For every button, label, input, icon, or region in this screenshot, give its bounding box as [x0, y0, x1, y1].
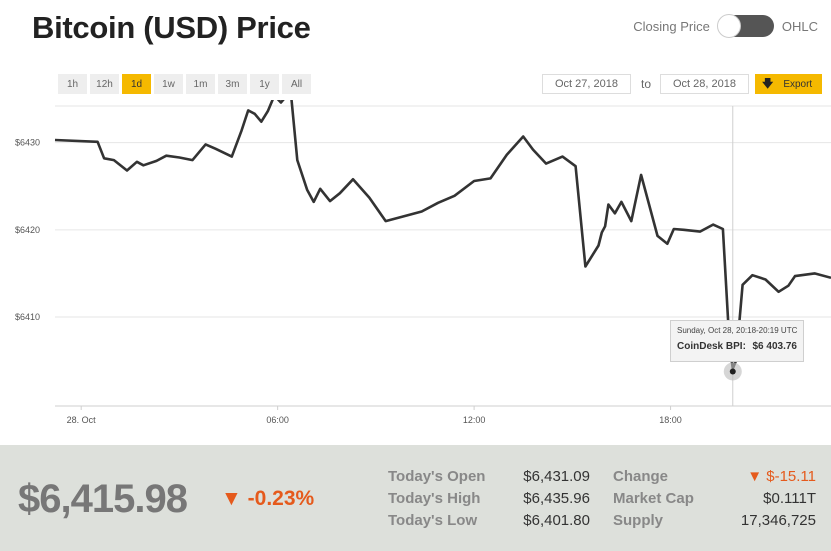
price-mode-toggle[interactable]: [716, 14, 774, 38]
todays-high-label: Today's High: [388, 490, 481, 507]
range-button-3m[interactable]: 3m: [218, 74, 247, 94]
range-button-1d[interactable]: 1d: [122, 74, 151, 94]
date-to-label: to: [641, 77, 652, 91]
tooltip-value: $6 403.76: [752, 341, 798, 352]
chart-tooltip: Sunday, Oct 28, 20:18-20:19 UTC CoinDesk…: [670, 320, 804, 362]
page-title: Bitcoin (USD) Price: [32, 10, 311, 45]
change-amount: $-15.11: [766, 468, 816, 485]
market-cap-label: Market Cap: [613, 490, 694, 507]
tooltip-time: Sunday, Oct 28, 20:18-20:19 UTC: [677, 326, 798, 335]
todays-open-label: Today's Open: [388, 468, 486, 485]
date-to-input[interactable]: Oct 28, 2018: [660, 74, 749, 94]
range-button-1m[interactable]: 1m: [186, 74, 215, 94]
toggle-knob[interactable]: [716, 14, 741, 38]
change-value: ▼ $-15.11: [747, 468, 816, 485]
supply-label: Supply: [613, 512, 664, 529]
range-button-1h[interactable]: 1h: [58, 74, 87, 94]
price-summary: $6,415.98 ▼ -0.23% Today's Open $6,431.0…: [0, 445, 831, 551]
price-series-line: [54, 100, 831, 370]
y-tick-label: $6430: [15, 138, 40, 148]
todays-high-value: $6,435.96: [523, 490, 590, 507]
change-label: Change: [613, 468, 669, 485]
supply-value: 17,346,725: [740, 512, 816, 529]
closing-price-label: Closing Price: [633, 18, 710, 34]
price-chart[interactable]: $6430 $6420 $6410 28. Oct 06:00 12:00 18:00: [0, 100, 831, 430]
todays-low-label: Today's Low: [388, 512, 478, 529]
export-label: Export: [783, 78, 813, 90]
x-tick-label: 28. Oct: [67, 415, 97, 425]
y-axis-ticks: $6430 $6420 $6410: [15, 138, 40, 322]
export-button[interactable]: 🡇 Export: [755, 74, 822, 94]
grid-lines: [55, 142, 831, 318]
x-tick-label: 06:00: [266, 415, 289, 425]
current-price: $6,415.98: [18, 477, 188, 521]
ohlc-label: OHLC: [781, 18, 818, 34]
range-button-12h[interactable]: 12h: [90, 74, 119, 94]
down-triangle-icon: ▼: [221, 487, 242, 510]
todays-low-value: $6,401.80: [523, 512, 590, 529]
y-tick-label: $6410: [15, 312, 40, 322]
download-arrow-icon: 🡇: [762, 77, 774, 90]
range-button-all[interactable]: All: [282, 74, 311, 94]
x-tick-label: 12:00: [463, 415, 486, 425]
change-down-triangle-icon: ▼: [747, 468, 763, 485]
price-mode-toggle-group: Closing Price OHLC: [633, 14, 818, 38]
percent-value: -0.23%: [247, 487, 315, 510]
range-button-1y[interactable]: 1y: [250, 74, 279, 94]
date-from-input[interactable]: Oct 27, 2018: [542, 74, 631, 94]
market-cap-value: $0.111T: [763, 490, 816, 507]
x-axis-ticks: 28. Oct 06:00 12:00 18:00: [67, 406, 682, 425]
tooltip-label: CoinDesk BPI:: [677, 341, 746, 352]
y-tick-label: $6420: [15, 225, 40, 235]
price-change-percent: ▼ -0.23%: [221, 487, 314, 511]
x-tick-label: 18:00: [659, 415, 682, 425]
hover-point: [729, 368, 736, 375]
range-selector: 1h 12h 1d 1w 1m 3m 1y All: [58, 74, 311, 94]
todays-open-value: $6,431.09: [523, 468, 590, 485]
range-button-1w[interactable]: 1w: [154, 74, 183, 94]
